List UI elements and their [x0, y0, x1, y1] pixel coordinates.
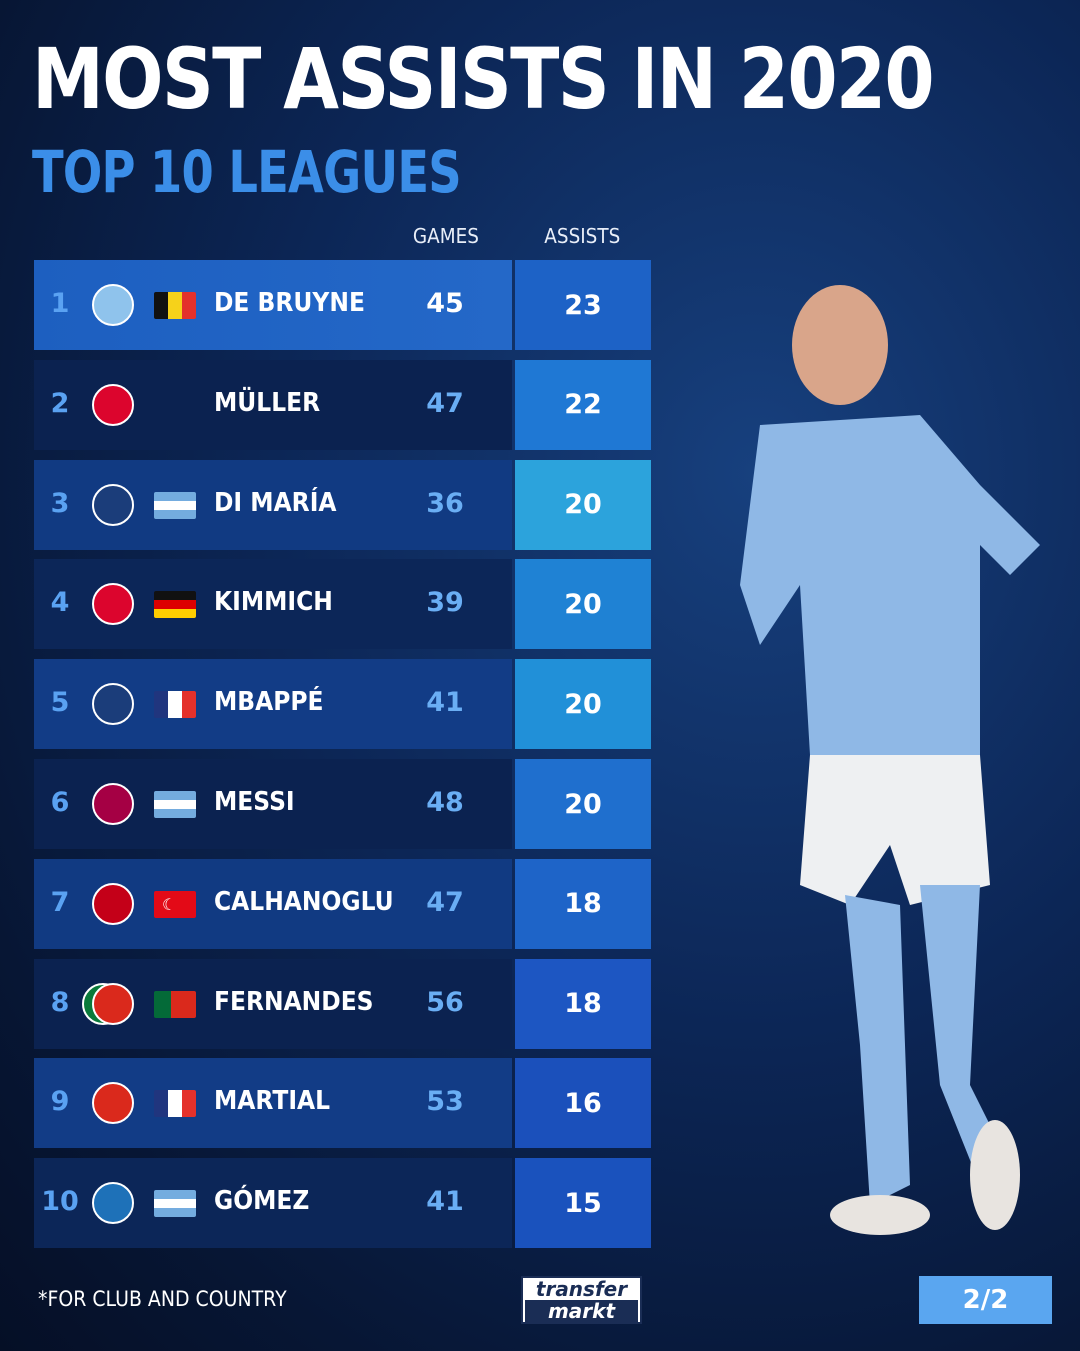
table-row: 5 MBAPPÉ 41 [34, 659, 512, 750]
table-row: 6 MESSI 48 [34, 759, 512, 849]
rank: 8 [50, 986, 70, 1018]
games-value: 41 [426, 687, 464, 719]
paris-saint-germain-crest-icon [92, 683, 134, 726]
ac-milan-crest-icon [92, 882, 134, 925]
assists-value: 16 [515, 1058, 651, 1149]
flag-argentina-icon [154, 1190, 196, 1218]
player-name: MÜLLER [214, 387, 321, 418]
manchester-united-crest-icon [92, 982, 134, 1025]
player-name: FERNANDES [214, 986, 374, 1017]
rank: 5 [50, 687, 70, 719]
transfermarkt-logo: transfer markt [521, 1276, 642, 1324]
assists-value: 18 [515, 958, 651, 1049]
player-name: MESSI [214, 787, 295, 817]
assists-value: 18 [515, 858, 651, 949]
rank: 3 [50, 487, 70, 519]
player-name: DI MARÍA [214, 487, 337, 518]
rank: 10 [41, 1186, 79, 1218]
page-subtitle: TOP 10 LEAGUES [32, 138, 462, 206]
rank: 9 [50, 1086, 70, 1118]
column-header-games: GAMES [412, 224, 479, 248]
paris-saint-germain-crest-icon [92, 483, 134, 526]
table-row: 10 GÓMEZ 41 [34, 1158, 512, 1249]
flag-portugal-icon [154, 990, 196, 1018]
flag-argentina-icon [154, 791, 196, 818]
player-name: GÓMEZ [214, 1186, 310, 1217]
player-name: CALHANOGLU [214, 886, 394, 917]
rank: 2 [50, 387, 70, 419]
page-indicator: 2/2 [919, 1276, 1052, 1324]
player-name: DE BRUYNE [214, 288, 365, 318]
player-name: MBAPPÉ [214, 687, 324, 718]
player-name: MARTIAL [214, 1086, 331, 1117]
footnote: *FOR CLUB AND COUNTRY [38, 1287, 287, 1311]
flag-belgium-icon [154, 292, 196, 319]
games-value: 53 [426, 1086, 464, 1118]
table-row: 9 MARTIAL 53 [34, 1058, 512, 1149]
assists-value: 20 [515, 759, 651, 849]
flag-france-icon [154, 691, 196, 719]
games-value: 47 [426, 387, 464, 419]
table-row: 3 DI MARÍA 36 [34, 459, 512, 550]
column-header-assists: ASSISTS [544, 224, 621, 248]
assists-value: 20 [515, 459, 651, 550]
flag-france-icon [154, 1090, 196, 1118]
games-value: 45 [426, 288, 464, 319]
page-title: MOST ASSISTS IN 2020 [32, 30, 935, 128]
games-value: 41 [426, 1186, 464, 1218]
manchester-city-crest-icon [92, 284, 134, 326]
games-value: 48 [426, 787, 464, 818]
atalanta-crest-icon [92, 1182, 134, 1225]
games-value: 47 [426, 886, 464, 918]
games-value: 36 [426, 487, 464, 519]
assists-value: 20 [515, 559, 651, 650]
rank: 4 [50, 587, 70, 619]
games-value: 39 [426, 587, 464, 619]
flag-turkey-icon: ☾ [154, 890, 196, 918]
logo-line-2: markt [525, 1300, 638, 1322]
assists-value: 15 [515, 1158, 651, 1249]
rank: 1 [50, 288, 70, 319]
flag-germany-icon [154, 591, 196, 619]
table-row: 7 ☾ CALHANOGLU 47 [34, 858, 512, 949]
table-row: 2 MÜLLER 47 [34, 359, 512, 450]
bayern-munich-crest-icon [92, 383, 134, 426]
fc-barcelona-crest-icon [92, 783, 134, 825]
rank: 6 [50, 787, 70, 818]
player-photo [740, 285, 1040, 1235]
logo-line-1: transfer [535, 1277, 628, 1301]
rank: 7 [50, 886, 70, 918]
assists-value: 22 [515, 359, 651, 450]
table-row: 1 DE BRUYNE 45 [34, 260, 512, 350]
assists-value: 23 [515, 260, 651, 350]
player-name: KIMMICH [214, 587, 333, 618]
assists-value: 20 [515, 659, 651, 750]
flag-argentina-icon [154, 491, 196, 519]
table-row: 4 KIMMICH 39 [34, 559, 512, 650]
bayern-munich-crest-icon [92, 583, 134, 626]
manchester-united-crest-icon [92, 1082, 134, 1125]
games-value: 56 [426, 986, 464, 1018]
table-row: 8 FERNANDES 56 [34, 958, 512, 1049]
